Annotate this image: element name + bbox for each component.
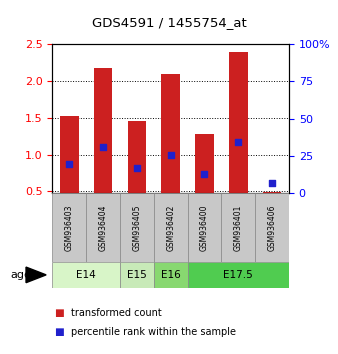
Point bbox=[236, 139, 241, 145]
Bar bbox=[128, 121, 146, 193]
Text: percentile rank within the sample: percentile rank within the sample bbox=[71, 327, 236, 337]
Bar bbox=[188, 262, 289, 288]
Text: E15: E15 bbox=[127, 270, 147, 280]
Point bbox=[269, 180, 275, 185]
Bar bbox=[120, 262, 154, 288]
Text: GSM936404: GSM936404 bbox=[99, 204, 107, 251]
Text: GSM936402: GSM936402 bbox=[166, 204, 175, 251]
Bar bbox=[154, 262, 188, 288]
Point bbox=[202, 171, 207, 177]
Bar bbox=[86, 193, 120, 262]
Bar bbox=[94, 68, 113, 193]
Text: E17.5: E17.5 bbox=[223, 270, 253, 280]
Point bbox=[134, 165, 140, 171]
Polygon shape bbox=[26, 267, 46, 283]
Bar bbox=[263, 192, 281, 193]
Text: GSM936406: GSM936406 bbox=[268, 204, 276, 251]
Text: age: age bbox=[10, 270, 31, 280]
Bar bbox=[52, 262, 120, 288]
Point bbox=[168, 152, 173, 158]
Bar bbox=[162, 74, 180, 193]
Point bbox=[100, 144, 106, 150]
Bar bbox=[229, 52, 247, 193]
Bar bbox=[221, 193, 255, 262]
Text: ■: ■ bbox=[54, 327, 64, 337]
Bar bbox=[154, 193, 188, 262]
Text: GSM936401: GSM936401 bbox=[234, 204, 243, 251]
Bar bbox=[60, 116, 78, 193]
Text: GDS4591 / 1455754_at: GDS4591 / 1455754_at bbox=[92, 16, 246, 29]
Text: GSM936400: GSM936400 bbox=[200, 204, 209, 251]
Text: GSM936403: GSM936403 bbox=[65, 204, 74, 251]
Text: E14: E14 bbox=[76, 270, 96, 280]
Point bbox=[67, 161, 72, 167]
Text: GSM936405: GSM936405 bbox=[132, 204, 141, 251]
Bar bbox=[255, 193, 289, 262]
Bar bbox=[195, 134, 214, 193]
Bar bbox=[188, 193, 221, 262]
Bar bbox=[52, 193, 86, 262]
Text: transformed count: transformed count bbox=[71, 308, 162, 318]
Text: E16: E16 bbox=[161, 270, 180, 280]
Bar bbox=[120, 193, 154, 262]
Text: ■: ■ bbox=[54, 308, 64, 318]
